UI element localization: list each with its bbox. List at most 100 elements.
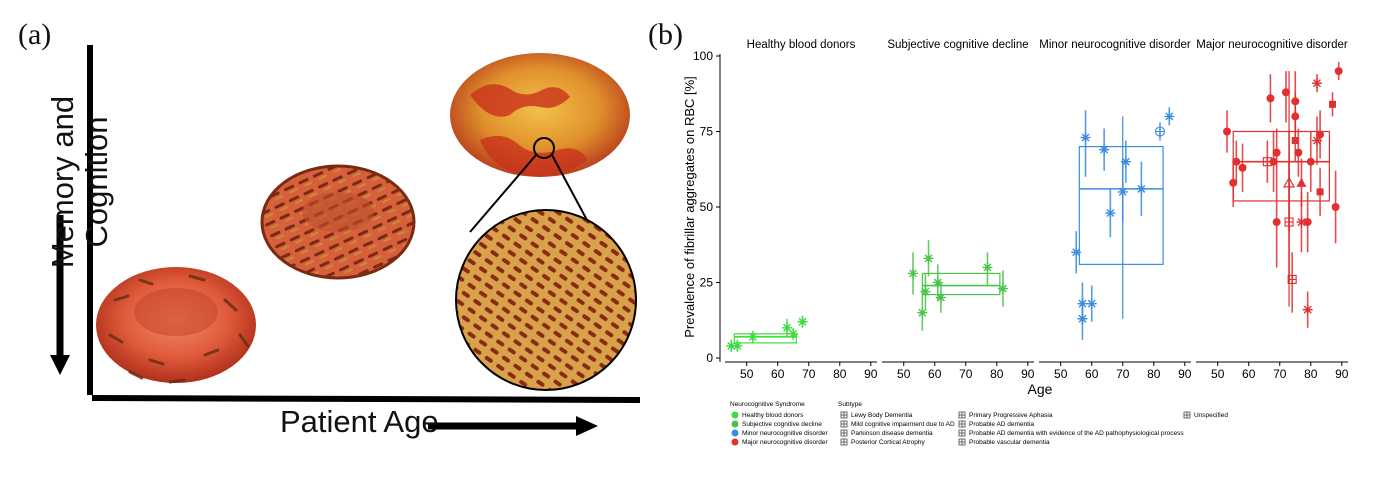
down-arrow-icon — [50, 355, 70, 375]
panel-a-illustration — [50, 45, 641, 436]
y-axis-title: Prevalence of fibrillar aggregates on RB… — [682, 76, 697, 338]
legend-subtype-icon — [958, 411, 966, 419]
legend-subtype-icon — [840, 429, 848, 437]
data-point-asterisk — [1071, 247, 1082, 258]
x-tick-label: 50 — [1211, 367, 1225, 381]
data-point-asterisk — [1120, 156, 1131, 167]
faceted-scatter-chart: 0 25 50 75 100 Prevalence of fibrillar aggreg… — [682, 39, 1349, 446]
data-point-square-cross — [1284, 217, 1294, 227]
data-point-circle — [1232, 157, 1241, 166]
data-point-asterisk — [797, 316, 808, 327]
facet-title: Healthy blood donors — [747, 39, 856, 51]
legend-syndrome-swatch — [731, 429, 739, 437]
data-point-asterisk — [1099, 144, 1110, 155]
panel-a-y-label: Memory and Cognition — [45, 95, 114, 269]
data-point-circle — [1294, 148, 1303, 157]
data-point-circle — [1229, 178, 1238, 187]
legend-subtype-label: Parkinson disease dementia — [851, 430, 933, 437]
data-point-asterisk — [726, 340, 737, 351]
x-tick-label: 90 — [1178, 367, 1192, 381]
legend-syndrome-label: Subjective cognitive decline — [742, 421, 822, 428]
y-tick-label: 0 — [706, 351, 713, 365]
data-point-asterisk — [1164, 111, 1175, 122]
x-tick-label: 60 — [928, 367, 942, 381]
legend-subtype-title: Subtype — [838, 401, 862, 408]
legend-syndrome-swatch — [731, 411, 739, 419]
x-tick-label: 90 — [864, 367, 878, 381]
y-tick-label: 75 — [700, 125, 714, 139]
x-tick-label: 70 — [1273, 367, 1287, 381]
data-point-circle — [1303, 218, 1312, 227]
legend-subtype-label: Mild cognitive impairment due to AD — [851, 421, 955, 428]
facet-title: Major neurocognitive disorder — [1196, 39, 1348, 51]
legend-syndrome-title: Neurocognitive Syndrome — [730, 401, 805, 408]
data-point-circle — [1281, 88, 1290, 97]
legend-subtype-label: Lewy Body Dementia — [851, 412, 913, 419]
rbc-fibril-covered — [260, 164, 416, 280]
data-point-asterisk — [1105, 208, 1116, 219]
data-point-asterisk — [920, 286, 931, 297]
summary-box — [921, 272, 1001, 296]
legend-syndrome-swatch — [731, 420, 739, 428]
x-tick-label: 50 — [740, 367, 754, 381]
legend-subtype-label: Probable vascular dementia — [969, 439, 1050, 446]
legend-subtype-icon — [958, 420, 966, 428]
right-arrow-icon — [576, 416, 598, 436]
data-point-square-cross — [1287, 274, 1297, 285]
x-tick-label: 80 — [833, 367, 847, 381]
legend-syndrome-label: Healthy blood donors — [742, 412, 804, 419]
data-point-circle — [1238, 163, 1247, 172]
x-tick-label: 60 — [771, 367, 785, 381]
data-point-asterisk — [1311, 78, 1322, 89]
data-point-circle — [1272, 218, 1281, 227]
x-tick-label: 50 — [897, 367, 911, 381]
data-point-square — [1328, 100, 1336, 108]
legend-syndrome-label: Minor neurocognitive disorder — [742, 430, 828, 437]
data-point-asterisk — [932, 277, 943, 288]
x-tick-label: 60 — [1085, 367, 1099, 381]
x-tick-label: 90 — [1021, 367, 1035, 381]
x-tick-label: 80 — [1147, 367, 1161, 381]
zoom-circle — [455, 209, 637, 391]
data-point-asterisk — [1136, 183, 1147, 194]
data-point-circle — [1266, 94, 1275, 103]
data-point-asterisk — [1080, 132, 1091, 143]
data-point-asterisk — [788, 328, 799, 339]
legend-subtype-label: Unspecified — [1194, 412, 1228, 419]
x-tick-label: 70 — [1116, 367, 1130, 381]
legend-subtype-icon — [840, 420, 848, 428]
data-point-asterisk — [1296, 217, 1307, 228]
data-point-asterisk — [747, 331, 758, 342]
x-tick-label: 50 — [1054, 367, 1068, 381]
data-point-circle — [1334, 67, 1343, 76]
data-point-asterisk — [1117, 186, 1128, 197]
data-point-asterisk — [782, 322, 793, 333]
x-tick-label: 80 — [1304, 367, 1318, 381]
data-point-asterisk — [732, 340, 743, 351]
data-point-circle — [1306, 157, 1315, 166]
legend-subtype-label: Probable AD dementia — [969, 421, 1034, 428]
data-point-circle — [1269, 157, 1278, 166]
legend-syndrome-label: Major neurocognitive disorder — [742, 439, 828, 446]
data-point-asterisk — [1086, 298, 1097, 309]
rbc-healthy — [96, 267, 256, 384]
facet-title: Subjective cognitive decline — [887, 39, 1028, 51]
legend-subtype-label: Probable AD dementia with evidence of th… — [969, 430, 1184, 437]
data-point-asterisk — [1311, 135, 1322, 146]
y-tick-label: 50 — [700, 200, 714, 214]
panel-b-label: (b) — [648, 18, 683, 51]
y-tick-label: 25 — [700, 276, 714, 290]
data-point-triangle — [1296, 177, 1307, 187]
y-tick-label: 100 — [693, 49, 713, 63]
data-point-asterisk — [982, 262, 993, 273]
x-tick-label: 90 — [1335, 367, 1349, 381]
x-tick-label: 60 — [1242, 367, 1256, 381]
legend-subtype-icon — [958, 438, 966, 446]
data-point-circle — [1316, 130, 1325, 139]
x-axis-title: Age — [1028, 381, 1053, 397]
panel-a-x-axis — [91, 395, 641, 403]
x-tick-label: 70 — [959, 367, 973, 381]
data-point-circle — [1272, 148, 1281, 157]
data-point-asterisk — [1077, 313, 1088, 324]
legend-subtype-label: Posterior Cortical Atrophy — [851, 439, 925, 446]
